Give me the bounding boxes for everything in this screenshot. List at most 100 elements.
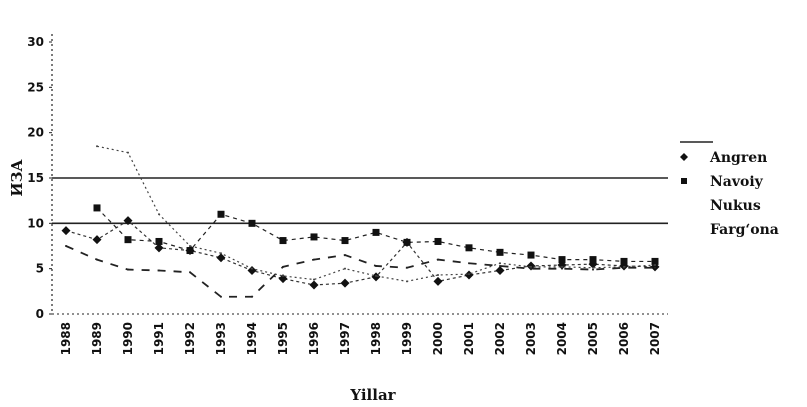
y-tick-label: 30 xyxy=(27,35,44,49)
data-point xyxy=(92,235,102,245)
data-point xyxy=(589,256,597,264)
data-point xyxy=(220,252,222,255)
x-tick-label: 2003 xyxy=(524,322,538,355)
data-point xyxy=(465,244,473,252)
x-tick-label: 2006 xyxy=(617,322,631,355)
data-point xyxy=(189,245,191,247)
legend-marker xyxy=(680,153,688,161)
series-navoiy xyxy=(93,204,659,265)
y-tick-label: 0 xyxy=(36,307,44,321)
data-point xyxy=(558,256,566,264)
x-tick-label: 2002 xyxy=(493,322,507,355)
data-point xyxy=(654,266,656,269)
data-point xyxy=(530,267,532,270)
data-point xyxy=(93,204,101,212)
legend-label: Nukus xyxy=(710,198,761,214)
data-point xyxy=(158,213,160,216)
series-line xyxy=(65,245,655,298)
data-point xyxy=(282,265,284,268)
data-point xyxy=(127,268,129,271)
y-axis-title: ИЗА xyxy=(8,159,26,197)
x-tick-label: 1997 xyxy=(338,322,352,355)
data-point xyxy=(310,233,318,241)
series-angren xyxy=(61,216,660,290)
data-point xyxy=(468,262,470,265)
data-point xyxy=(495,265,505,275)
data-point xyxy=(279,237,287,245)
y-tick-label: 20 xyxy=(27,126,44,140)
data-point xyxy=(375,264,377,267)
data-point xyxy=(468,273,470,276)
data-point xyxy=(496,248,504,256)
data-point xyxy=(433,276,443,286)
legend-label: Angren xyxy=(709,150,767,166)
legend: Angren Navoiy Nukus Farg‘ona xyxy=(680,141,779,238)
x-tick-label: 2001 xyxy=(462,322,476,355)
data-point xyxy=(561,267,563,270)
x-tick-label: 1995 xyxy=(276,322,290,355)
legend-label: Farg‘ona xyxy=(710,222,779,238)
x-tick-label: 1998 xyxy=(369,322,383,355)
data-point xyxy=(123,216,133,226)
x-tick-label: 1989 xyxy=(90,322,104,355)
data-point xyxy=(406,280,408,283)
data-point xyxy=(620,257,628,265)
x-tick-label: 1991 xyxy=(152,322,166,355)
data-point xyxy=(651,257,659,265)
data-point xyxy=(434,237,442,245)
data-point xyxy=(654,264,656,267)
data-point xyxy=(340,278,350,288)
x-axis-title: Yillar xyxy=(349,386,396,404)
x-tick-label: 1996 xyxy=(307,322,321,355)
data-point xyxy=(189,271,191,274)
data-point xyxy=(313,258,315,261)
data-point xyxy=(96,145,98,148)
x-tick-label: 2005 xyxy=(586,322,600,355)
data-point xyxy=(499,262,501,265)
data-point xyxy=(372,228,380,236)
data-point xyxy=(403,238,411,246)
data-point xyxy=(592,266,594,269)
y-tick-label: 25 xyxy=(27,80,44,94)
series-line xyxy=(65,219,656,286)
data-point xyxy=(309,280,319,290)
data-point xyxy=(216,253,226,263)
data-point xyxy=(375,274,377,277)
data-point xyxy=(530,265,532,268)
x-tick-label: 1990 xyxy=(121,322,135,355)
data-point xyxy=(127,151,129,154)
data-point xyxy=(282,274,284,277)
series-line xyxy=(96,145,656,282)
data-point xyxy=(247,265,257,275)
y-tick-label: 10 xyxy=(27,216,44,230)
data-point xyxy=(65,245,67,247)
data-point xyxy=(251,267,253,270)
data-point xyxy=(623,265,625,268)
y-tick-label: 5 xyxy=(36,262,44,276)
x-axis: 1988 1989 1990 1991 1992 1993 1994 1995 1996 1997… xyxy=(52,313,668,355)
data-point xyxy=(561,265,563,268)
data-point xyxy=(154,243,164,253)
plot-area xyxy=(52,145,668,298)
data-point xyxy=(313,278,315,281)
data-point xyxy=(186,247,194,255)
data-point xyxy=(406,266,408,269)
data-point xyxy=(592,268,594,271)
legend-label: Navoiy xyxy=(710,174,764,190)
data-point xyxy=(437,258,439,261)
series-farg-ona xyxy=(96,145,656,283)
data-point xyxy=(155,237,163,245)
data-point xyxy=(251,295,253,298)
data-point xyxy=(124,236,132,244)
y-tick-label: 15 xyxy=(27,171,44,185)
data-point xyxy=(341,237,349,245)
data-point xyxy=(344,254,346,257)
x-tick-label: 1999 xyxy=(400,322,414,355)
x-tick-label: 2000 xyxy=(431,322,445,355)
data-point xyxy=(220,295,222,298)
series-nukus xyxy=(65,245,656,298)
legend-marker xyxy=(681,178,687,184)
x-tick-label: 1993 xyxy=(214,322,228,355)
data-point xyxy=(527,251,535,259)
